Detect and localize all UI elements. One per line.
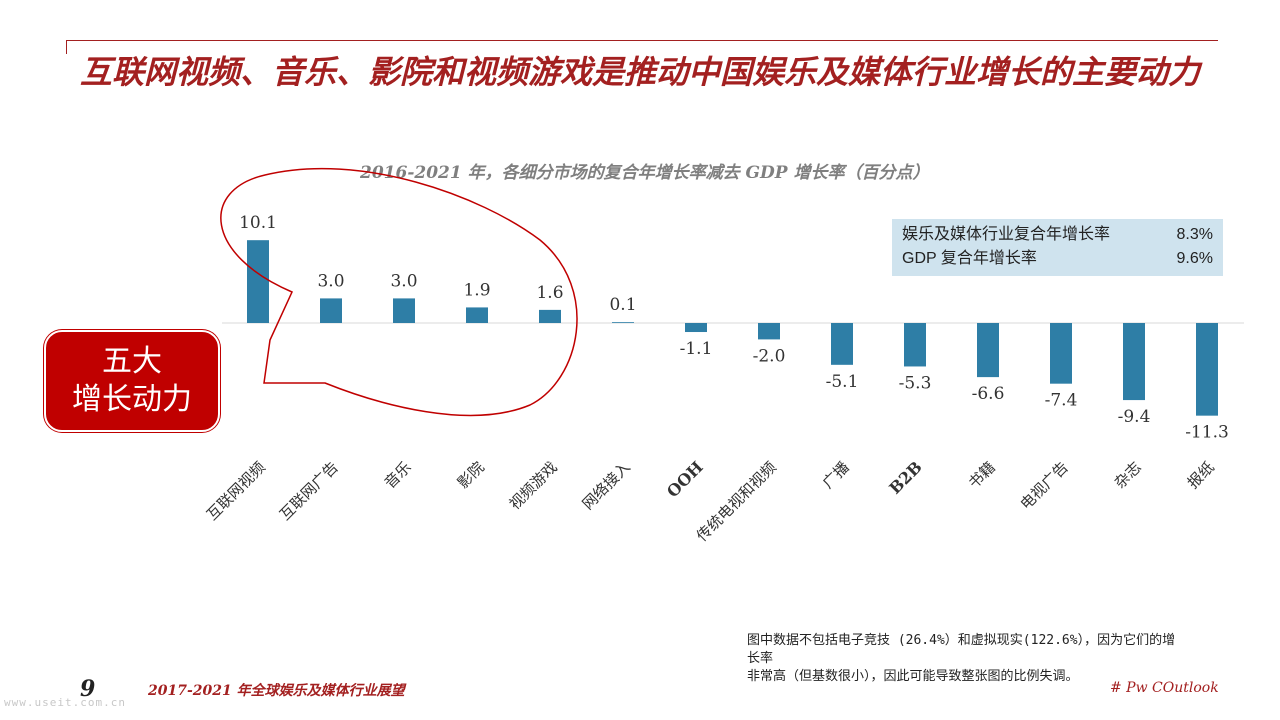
category-tick-label: B2B — [885, 457, 925, 497]
bar — [247, 240, 269, 323]
badge-line-1: 五大 — [102, 345, 162, 378]
category-tick-label: 互联网视频 — [204, 459, 269, 524]
bar — [904, 323, 926, 367]
data-label: -1.1 — [680, 339, 713, 359]
category-tick-label: 网络接入 — [579, 459, 633, 513]
footnote-line-2: 长率 — [747, 651, 774, 666]
data-label: -6.6 — [972, 384, 1005, 404]
data-label: -5.3 — [899, 373, 932, 393]
category-tick-label: 杂志 — [1112, 459, 1145, 492]
data-label: 0.1 — [609, 295, 636, 315]
bar — [1050, 323, 1072, 384]
bar — [539, 309, 561, 323]
info-label-gdp: GDP 复合年增长率 — [902, 250, 1037, 267]
category-tick-label: 视频游戏 — [506, 459, 560, 513]
category-tick-label: 互联网广告 — [277, 459, 342, 524]
title-rule-tick — [66, 40, 67, 54]
data-label: 10.1 — [239, 213, 277, 233]
title-rule — [66, 40, 1218, 41]
data-label: -11.3 — [1185, 423, 1229, 443]
data-label: -2.0 — [753, 346, 786, 366]
badge-line-2: 增长动力 — [72, 383, 192, 416]
watermark: www.useit.com.cn — [4, 696, 126, 709]
chart-title: 2016-2021 年，各细分市场的复合年增长率减去 GDP 增长率（百分点） — [360, 163, 930, 183]
bar — [758, 323, 780, 340]
five-drivers-badge: 五大 增长动力 — [44, 330, 220, 432]
footer-title: 2017-2021 年全球娱乐及媒体行业展望 — [148, 683, 405, 699]
bar — [320, 298, 342, 323]
data-label: 1.6 — [536, 283, 563, 303]
bar — [1123, 323, 1145, 401]
info-value-gdp: 9.6% — [1176, 250, 1213, 267]
data-label: 1.9 — [463, 280, 490, 300]
bar — [1196, 323, 1218, 416]
category-tick-label: 音乐 — [382, 459, 415, 492]
bar — [977, 323, 999, 378]
footnote: 图中数据不包括电子竞技 (26.4%）和虚拟现实(122.6%），因为它们的增 … — [747, 632, 1257, 686]
footnote-line-3: 非常高（但基数很小），因此可能导致整张图的比例失调。 — [747, 669, 1079, 684]
growth-info-box: 娱乐及媒体行业复合年增长率 8.3% GDP 复合年增长率 9.6% — [892, 219, 1223, 276]
info-value-media: 8.3% — [1176, 226, 1213, 243]
bar — [685, 323, 707, 333]
category-tick-label: 传统电视和视频 — [694, 459, 780, 545]
data-label: -7.4 — [1045, 391, 1078, 411]
category-tick-label: 书籍 — [966, 459, 999, 492]
data-label: 3.0 — [390, 271, 417, 291]
footnote-line-1: 图中数据不包括电子竞技 (26.4%）和虚拟现实(122.6%），因为它们的增 — [747, 633, 1176, 648]
category-tick-label: 影院 — [454, 458, 488, 492]
info-row-media: 娱乐及媒体行业复合年增长率 8.3% — [902, 223, 1213, 247]
data-label: -5.1 — [826, 372, 859, 392]
category-tick-label: 广播 — [820, 459, 853, 492]
data-label: 3.0 — [317, 271, 344, 291]
page-number: 9 — [80, 676, 96, 702]
bar — [393, 298, 415, 323]
info-label-media: 娱乐及媒体行业复合年增长率 — [902, 226, 1111, 243]
category-tick-label: OOH — [663, 457, 707, 501]
slide-title: 互联网视频、音乐、影院和视频游戏是推动中国娱乐及媒体行业增长的主要动力 — [80, 53, 1201, 91]
category-tick-label: 电视广告 — [1017, 459, 1071, 513]
bar — [466, 307, 488, 323]
brand-mark: # Pw COutlook — [1110, 680, 1219, 696]
highlight-ellipse — [220, 167, 578, 417]
data-label: -9.4 — [1118, 407, 1151, 427]
bar — [831, 323, 853, 365]
info-row-gdp: GDP 复合年增长率 9.6% — [902, 247, 1213, 271]
bar — [612, 322, 634, 323]
category-tick-label: 报纸 — [1185, 459, 1218, 492]
